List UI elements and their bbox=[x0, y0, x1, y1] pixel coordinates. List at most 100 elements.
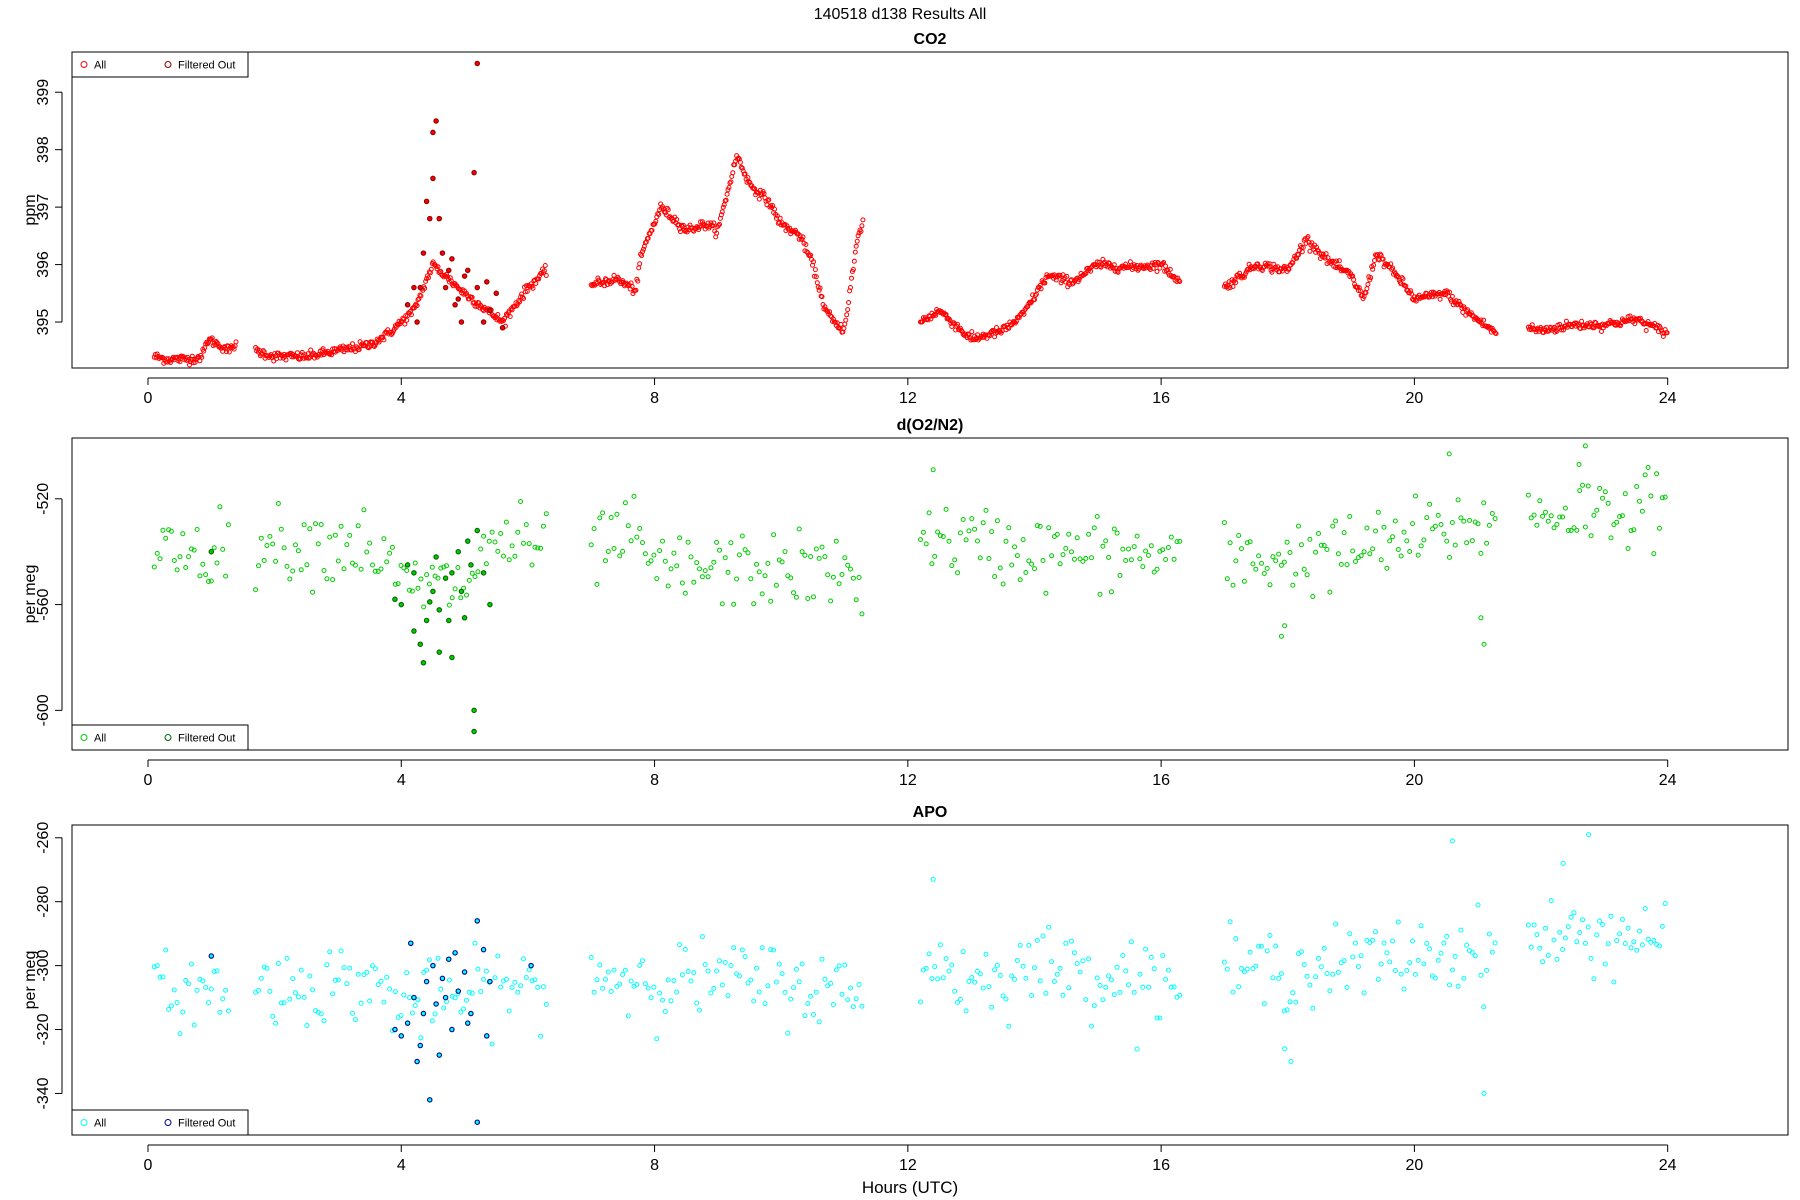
data-point bbox=[773, 979, 779, 985]
filtered-point bbox=[420, 250, 427, 256]
series-all bbox=[151, 153, 1670, 368]
data-point bbox=[762, 1001, 768, 1007]
data-point bbox=[409, 588, 415, 594]
data-point bbox=[1645, 465, 1651, 470]
data-point bbox=[1618, 323, 1623, 329]
data-point bbox=[955, 570, 960, 576]
y-tick-label: -340 bbox=[35, 1077, 52, 1109]
data-point bbox=[1347, 931, 1353, 937]
data-point bbox=[435, 264, 441, 270]
data-point bbox=[803, 242, 809, 247]
y-tick-label: -600 bbox=[35, 694, 52, 726]
data-point bbox=[1446, 451, 1452, 457]
data-point bbox=[206, 579, 211, 584]
data-point bbox=[1014, 553, 1020, 559]
data-point bbox=[191, 1022, 197, 1028]
data-point bbox=[1120, 546, 1126, 552]
data-point bbox=[1390, 534, 1396, 540]
data-point bbox=[736, 973, 742, 979]
data-point bbox=[518, 499, 524, 504]
data-point bbox=[1427, 946, 1433, 952]
data-point bbox=[452, 995, 458, 1001]
filtered-point bbox=[474, 284, 481, 291]
data-point bbox=[1126, 982, 1131, 988]
data-point bbox=[1481, 641, 1487, 647]
data-point bbox=[1167, 266, 1173, 272]
data-point bbox=[1585, 483, 1591, 489]
data-point bbox=[1447, 554, 1452, 560]
data-point bbox=[972, 526, 978, 532]
data-point bbox=[1533, 329, 1539, 335]
data-point bbox=[1247, 539, 1253, 545]
data-point bbox=[1418, 543, 1424, 549]
data-point bbox=[822, 976, 828, 982]
data-point bbox=[651, 984, 657, 990]
data-point bbox=[932, 553, 938, 559]
data-point bbox=[1365, 281, 1371, 287]
data-point bbox=[194, 527, 200, 532]
data-point bbox=[402, 321, 408, 327]
data-point bbox=[1338, 561, 1344, 567]
data-point bbox=[714, 539, 720, 545]
data-point bbox=[742, 954, 748, 960]
x-tick-label: 0 bbox=[144, 772, 153, 789]
data-point bbox=[657, 990, 663, 996]
data-point bbox=[355, 971, 361, 977]
data-point bbox=[963, 1008, 969, 1014]
data-point bbox=[538, 545, 544, 551]
data-point bbox=[502, 315, 507, 321]
data-point bbox=[1038, 286, 1044, 292]
data-point bbox=[1554, 521, 1560, 527]
series-all bbox=[151, 832, 1668, 1096]
data-point bbox=[375, 982, 381, 988]
data-point bbox=[705, 574, 711, 580]
data-point bbox=[1370, 546, 1376, 552]
data-point bbox=[949, 563, 955, 569]
data-point bbox=[177, 359, 183, 365]
data-point bbox=[1313, 974, 1319, 980]
data-point bbox=[1639, 942, 1645, 948]
data-point bbox=[819, 544, 825, 550]
filtered-point bbox=[480, 570, 487, 576]
data-point bbox=[543, 511, 549, 517]
data-point bbox=[458, 595, 464, 601]
data-point bbox=[273, 558, 279, 564]
data-point bbox=[1060, 552, 1066, 558]
data-point bbox=[777, 215, 783, 221]
data-point bbox=[655, 211, 661, 217]
x-tick-label: 24 bbox=[1659, 390, 1677, 407]
filtered-point bbox=[484, 279, 490, 285]
data-point bbox=[1247, 949, 1253, 955]
data-point bbox=[452, 586, 458, 592]
data-point bbox=[723, 197, 729, 203]
data-point bbox=[1006, 325, 1012, 331]
data-point bbox=[401, 992, 407, 998]
data-point bbox=[677, 535, 683, 541]
data-point bbox=[1551, 525, 1557, 531]
data-point bbox=[802, 1013, 808, 1019]
filtered-point bbox=[411, 628, 417, 634]
data-point bbox=[1244, 966, 1250, 972]
data-point bbox=[1344, 985, 1350, 990]
data-point bbox=[1599, 329, 1604, 334]
data-point bbox=[1605, 941, 1611, 947]
filtered-point bbox=[404, 562, 411, 568]
data-point bbox=[1049, 553, 1055, 559]
data-point bbox=[1335, 265, 1340, 271]
data-point bbox=[1003, 538, 1009, 544]
data-point bbox=[157, 974, 163, 980]
data-point bbox=[1128, 939, 1134, 945]
data-point bbox=[765, 198, 771, 203]
data-point bbox=[1611, 522, 1617, 528]
data-point bbox=[1091, 1003, 1097, 1009]
data-point bbox=[986, 556, 992, 561]
data-point bbox=[1290, 582, 1296, 588]
data-point bbox=[813, 989, 819, 995]
data-point bbox=[524, 288, 530, 294]
data-point bbox=[1643, 328, 1649, 333]
data-point bbox=[1151, 569, 1157, 575]
data-point bbox=[1057, 965, 1063, 971]
data-point bbox=[1571, 525, 1577, 531]
legend-marker-filtered bbox=[164, 734, 172, 741]
data-point bbox=[183, 977, 189, 983]
